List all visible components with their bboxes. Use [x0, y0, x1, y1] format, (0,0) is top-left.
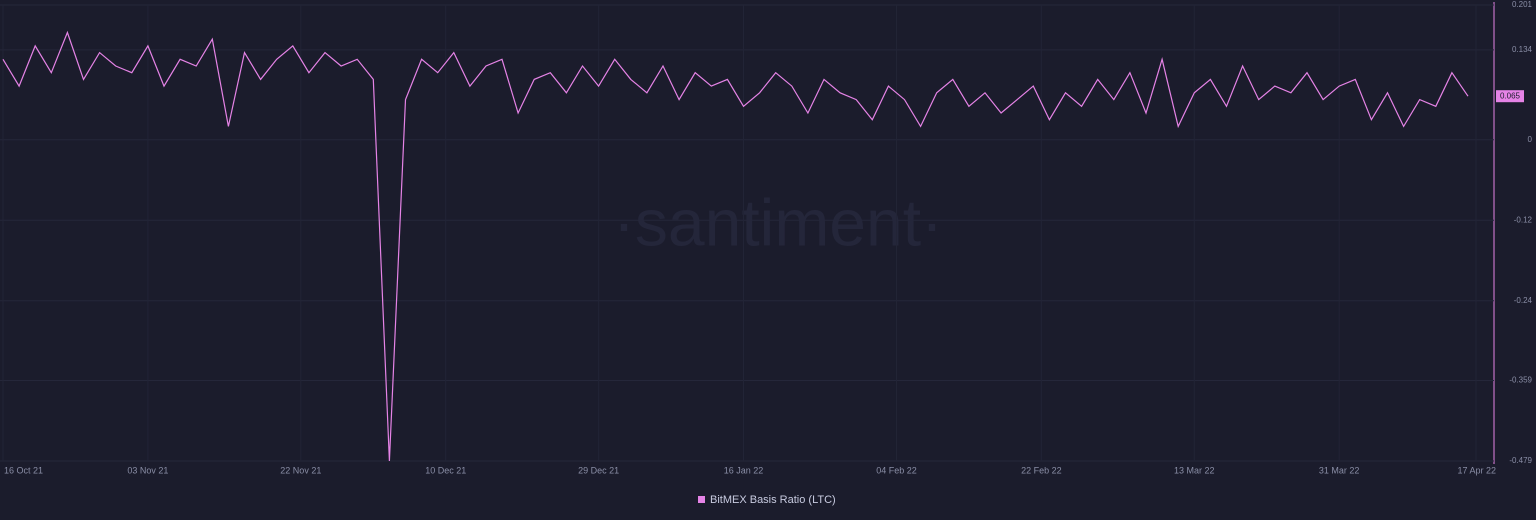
y-tick-label: 0.201 [1512, 0, 1533, 9]
series-line [2, 30, 1469, 462]
y-tick-label: 0 [1528, 135, 1533, 144]
x-tick-label: 10 Dec 21 [425, 465, 466, 475]
x-tick-label: 31 Mar 22 [1319, 465, 1360, 475]
x-tick-label: 29 Dec 21 [578, 465, 619, 475]
y-tick-label: -0.24 [1514, 296, 1533, 305]
y-tick-label: -0.479 [1509, 456, 1532, 465]
current-value-label: 0.065 [1500, 91, 1521, 100]
legend-swatch [698, 496, 705, 503]
x-tick-label: 04 Feb 22 [876, 465, 917, 475]
x-tick-label: 22 Nov 21 [280, 465, 321, 475]
x-tick-label: 16 Oct 21 [4, 465, 43, 475]
y-tick-label: -0.12 [1514, 215, 1533, 224]
y-tick-label: -0.359 [1509, 376, 1532, 385]
legend-label: BitMEX Basis Ratio (LTC) [710, 494, 836, 506]
y-tick-label: 0.134 [1512, 45, 1533, 54]
x-tick-label: 03 Nov 21 [127, 465, 168, 475]
x-tick-label: 22 Feb 22 [1021, 465, 1062, 475]
x-tick-label: 16 Jan 22 [724, 465, 764, 475]
x-tick-label: 13 Mar 22 [1174, 465, 1215, 475]
current-value-badge [1496, 90, 1524, 103]
watermark: ·santiment· [613, 185, 943, 259]
x-tick-label: 17 Apr 22 [1457, 465, 1496, 475]
